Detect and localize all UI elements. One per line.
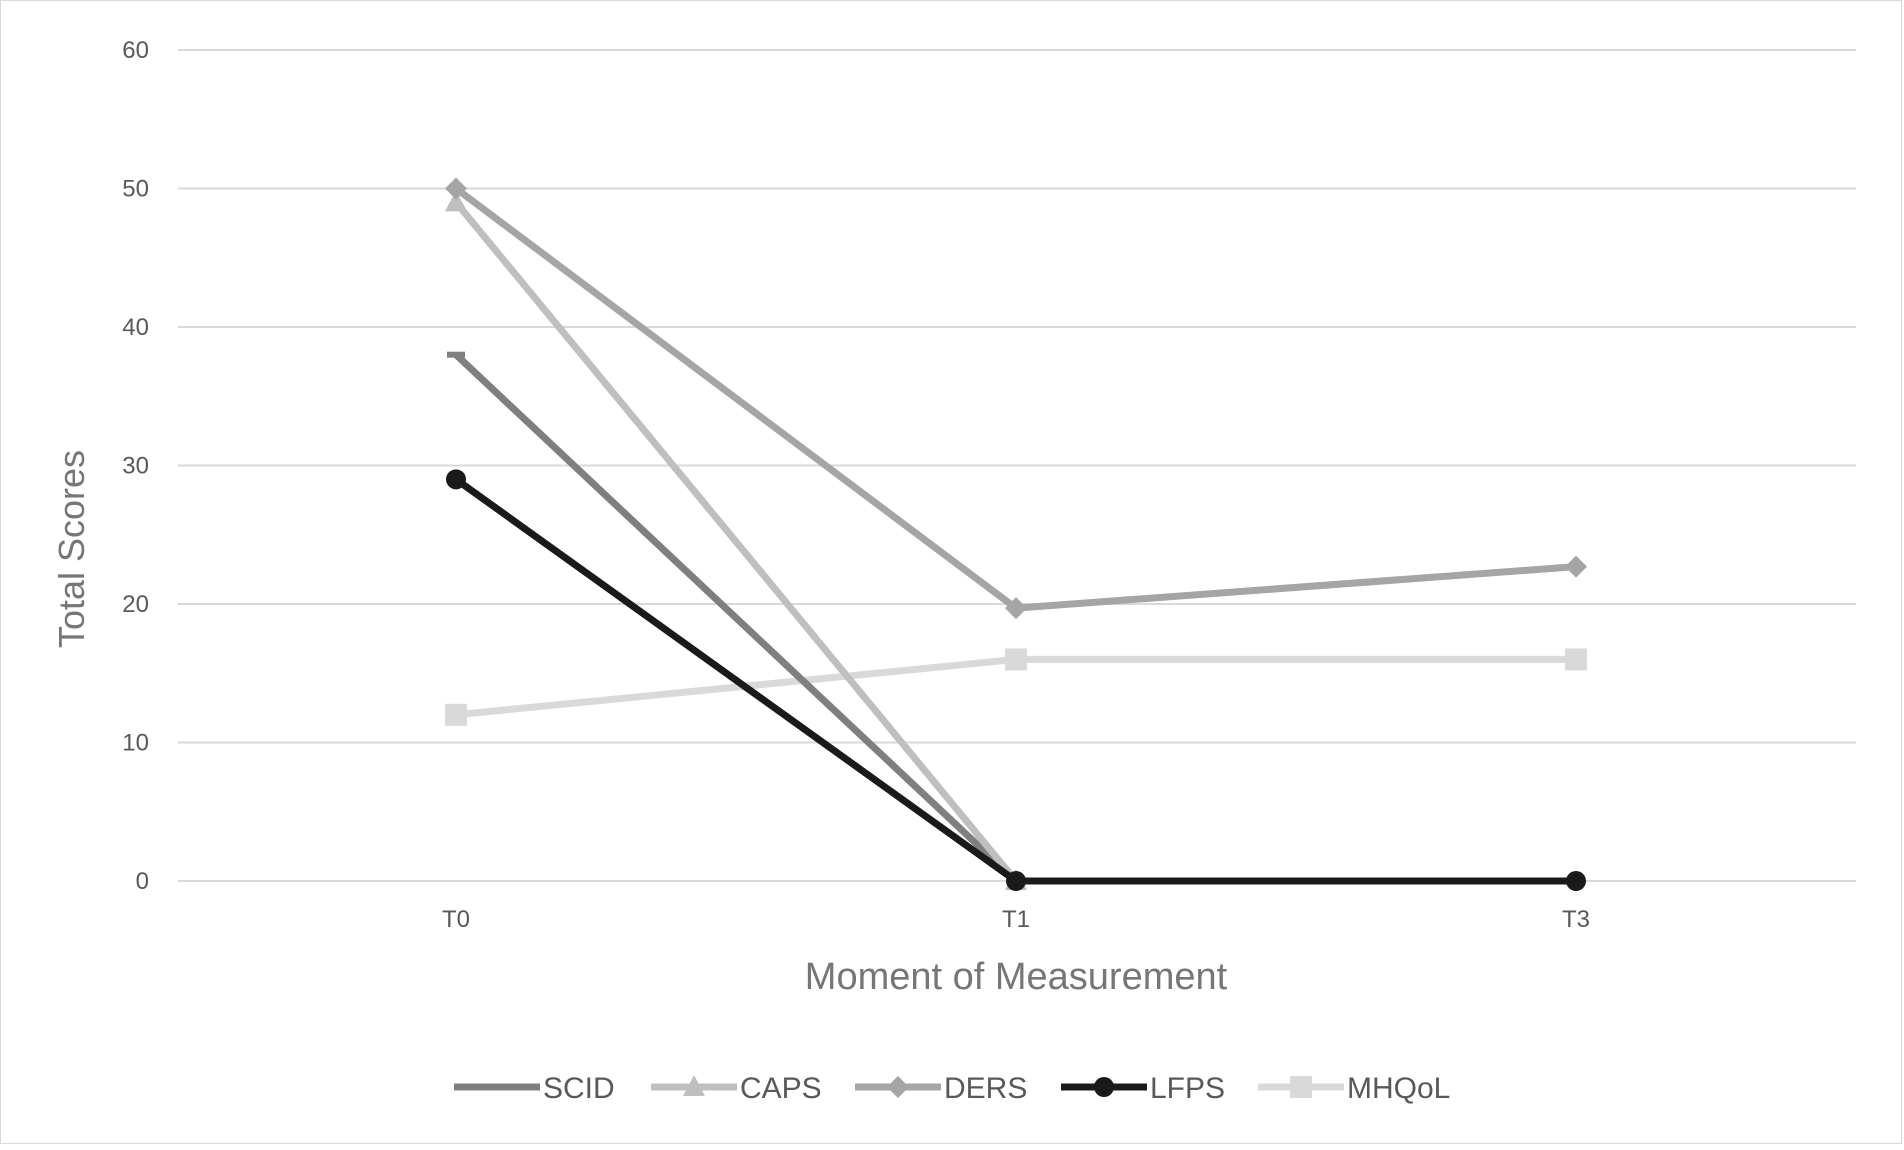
legend-item-scid: SCID	[454, 1072, 615, 1105]
y-tick-label: 30	[122, 453, 149, 480]
series-line	[453, 185, 1577, 612]
y-axis-ticks: 0 10 20 30 40 50 60	[122, 37, 149, 895]
legend-label: LFPS	[1150, 1072, 1225, 1105]
legend-item-mhqol: MHQoL	[1258, 1072, 1450, 1105]
data-point	[447, 351, 465, 358]
legend-item-caps: CAPS	[651, 1072, 822, 1105]
legend-label: DERS	[944, 1072, 1027, 1105]
legend-marker	[1290, 1076, 1312, 1098]
y-tick-label: 40	[122, 314, 149, 341]
y-tick-label: 10	[122, 730, 149, 757]
legend-marker	[683, 1075, 705, 1096]
series-ders	[445, 177, 1587, 620]
x-tick-label: T1	[1002, 906, 1030, 933]
legend-marker	[1094, 1077, 1114, 1097]
data-point	[1565, 555, 1587, 578]
series-line	[453, 200, 1019, 884]
legend-label: MHQoL	[1347, 1072, 1450, 1105]
x-axis-ticks: T0 T1 T3	[442, 906, 1590, 933]
data-point	[1565, 648, 1587, 671]
data-point	[1005, 648, 1027, 671]
data-point	[445, 703, 467, 726]
data-point	[445, 177, 467, 200]
legend-label: CAPS	[740, 1072, 822, 1105]
data-point	[1566, 871, 1586, 891]
x-tick-label: T3	[1562, 906, 1590, 933]
x-axis-label: Moment of Measurement	[805, 956, 1228, 998]
legend: SCID CAPS DERS LFPS MHQoL	[454, 1072, 1450, 1105]
y-tick-label: 0	[136, 868, 149, 895]
legend-item-ders: DERS	[855, 1072, 1027, 1105]
data-point	[1005, 597, 1027, 620]
data-point	[445, 190, 467, 212]
series-line	[453, 476, 1576, 885]
series-caps	[445, 190, 1027, 890]
series-mhqol	[445, 648, 1587, 726]
series-layer	[445, 177, 1587, 891]
legend-marker	[488, 1084, 506, 1090]
y-tick-label: 60	[122, 37, 149, 64]
y-tick-label: 20	[122, 591, 149, 618]
y-axis-label: Total Scores	[51, 450, 92, 648]
y-tick-label: 50	[122, 176, 149, 203]
legend-marker	[887, 1076, 909, 1098]
data-point	[1006, 871, 1026, 891]
gridlines	[178, 49, 1856, 882]
x-tick-label: T0	[442, 906, 470, 933]
legend-item-lfps: LFPS	[1061, 1072, 1225, 1105]
series-scid	[447, 351, 1025, 884]
legend-label: SCID	[543, 1072, 615, 1105]
series-line	[453, 352, 1019, 884]
series-lfps	[446, 469, 1586, 891]
data-point	[446, 469, 466, 490]
